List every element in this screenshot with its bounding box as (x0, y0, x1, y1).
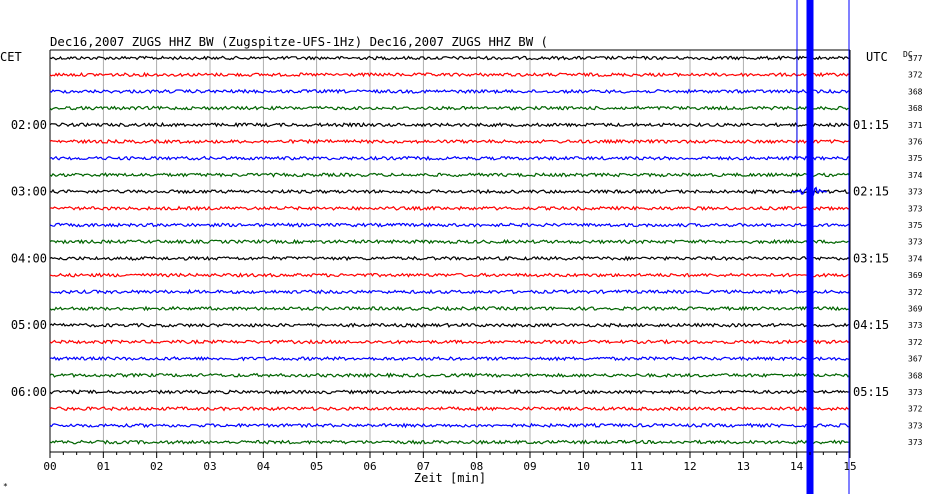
dc-value-24: 373 (908, 438, 923, 447)
dc-value-7: 375 (908, 154, 923, 163)
trace-6 (49, 138, 850, 145)
dc-value-6: 376 (908, 138, 923, 147)
dc-value-3: 368 (908, 87, 923, 96)
cet-time-label: 03:00 (11, 185, 47, 199)
dc-value-9: 373 (908, 188, 923, 197)
x-tick-label-07: 07 (417, 460, 430, 473)
dc-value-10: 373 (908, 204, 923, 213)
trace-layer (49, 55, 851, 445)
dc-value-14: 369 (908, 271, 923, 280)
dc-header-label: DC (903, 50, 913, 59)
x-tick-label-08: 08 (470, 460, 483, 473)
trace-4 (49, 105, 850, 111)
dc-value-17: 373 (908, 321, 923, 330)
trace-19 (49, 355, 850, 362)
trace-12 (49, 238, 850, 245)
trace-3 (49, 88, 850, 95)
trace-14 (49, 272, 850, 278)
dc-value-13: 374 (908, 254, 923, 263)
cet-time-label: 05:00 (11, 318, 47, 332)
trace-17 (49, 322, 850, 328)
dc-value-15: 372 (908, 288, 923, 297)
trace-24 (49, 439, 850, 445)
event-layer (792, 0, 850, 494)
trace-10 (49, 205, 850, 212)
dc-value-18: 372 (908, 338, 923, 347)
x-tick-label-02: 02 (150, 460, 163, 473)
x-tick-label-11: 11 (630, 460, 643, 473)
event-band (806, 0, 814, 494)
cet-time-label: 06:00 (11, 385, 47, 399)
trace-8 (49, 172, 851, 178)
dc-value-4: 368 (908, 104, 923, 113)
utc-time-label: 01:15 (853, 118, 889, 132)
dc-value-22: 372 (908, 405, 923, 414)
trace-18 (49, 338, 850, 345)
trace-7 (49, 155, 850, 161)
x-tick-label-03: 03 (203, 460, 216, 473)
dc-value-1: 377 (908, 54, 923, 63)
dc-value-20: 368 (908, 371, 923, 380)
x-tick-label-09: 09 (523, 460, 536, 473)
cet-time-label: 02:00 (11, 118, 47, 132)
trace-13 (49, 255, 850, 262)
x-tick-label-13: 13 (737, 460, 750, 473)
dc-value-19: 367 (908, 355, 923, 364)
x-axis-label: Zeit [min] (414, 471, 486, 485)
x-axis: 00 01 02 03 04 05 06 07 08 09 10 11 12 13 14 15 (43, 452, 857, 473)
x-tick-label-05: 05 (310, 460, 323, 473)
corner-mark: * (3, 482, 8, 491)
dc-value-11: 375 (908, 221, 923, 230)
dc-value-5: 371 (908, 121, 923, 130)
trace-22 (49, 406, 850, 412)
x-tick-label-01: 01 (97, 460, 110, 473)
trace-5 (49, 121, 850, 128)
x-tick-label-10: 10 (577, 460, 590, 473)
utc-time-label: 05:15 (853, 385, 889, 399)
trace-1 (49, 55, 850, 61)
cet-time-label: 04:00 (11, 251, 47, 265)
x-tick-label-06: 06 (363, 460, 376, 473)
dc-value-2: 372 (908, 71, 923, 80)
utc-time-label: 03:15 (853, 251, 889, 265)
trace-16 (49, 305, 850, 312)
utc-time-label: 04:15 (853, 318, 889, 332)
trace-11 (49, 222, 850, 228)
dc-value-12: 373 (908, 238, 923, 247)
utc-time-label: 02:15 (853, 185, 889, 199)
left-timezone-label: CET (0, 50, 22, 64)
x-tick-label-00: 00 (43, 460, 56, 473)
x-tick-label-04: 04 (257, 460, 271, 473)
time-label-layer: 377 372 368 368 371 376 375 374 373 373 375 373 374 3… (11, 54, 923, 447)
x-tick-label-12: 12 (683, 460, 696, 473)
dc-value-8: 374 (908, 171, 923, 180)
dc-value-23: 373 (908, 421, 923, 430)
trace-2 (49, 71, 850, 78)
trace-20 (49, 372, 850, 379)
trace-15 (49, 288, 850, 295)
trace-23 (49, 422, 850, 429)
dc-value-21: 373 (908, 388, 923, 397)
trace-21 (49, 389, 850, 395)
chart-title: Dec16,2007 ZUGS HHZ BW (Zugspitze-UFS-1H… (50, 35, 548, 49)
trace-9 (49, 188, 850, 195)
dc-value-16: 369 (908, 305, 923, 314)
x-tick-label-14: 14 (790, 460, 804, 473)
right-timezone-label: UTC (866, 50, 888, 64)
event-burst (792, 183, 827, 199)
x-tick-label-15: 15 (843, 460, 856, 473)
